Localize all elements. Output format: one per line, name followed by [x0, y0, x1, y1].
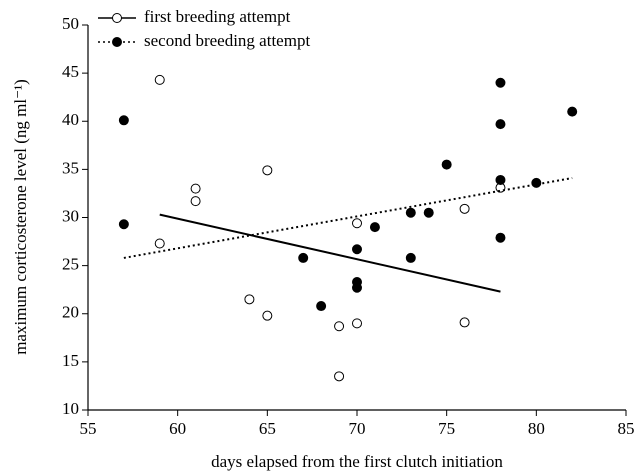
point: [118, 115, 129, 126]
point: [405, 252, 416, 263]
x-tick-label: 60: [169, 419, 186, 438]
point: [190, 183, 201, 194]
point: [495, 174, 506, 185]
point: [316, 301, 327, 312]
x-axis-label: days elapsed from the first clutch initi…: [211, 452, 503, 471]
y-tick-label: 40: [62, 110, 79, 129]
point: [531, 177, 542, 188]
trend-line: [159, 213, 501, 293]
point: [334, 371, 345, 382]
point: [244, 294, 255, 305]
point: [262, 310, 273, 321]
y-tick-label: 45: [62, 62, 79, 81]
y-tick-label: 15: [62, 351, 79, 370]
y-tick-label: 20: [62, 303, 79, 322]
legend-label: first breeding attempt: [144, 7, 291, 26]
y-tick-label: 25: [62, 255, 79, 274]
legend-marker: [112, 37, 122, 47]
y-tick-label: 50: [62, 14, 79, 33]
point: [459, 203, 470, 214]
x-tick-label: 65: [259, 419, 276, 438]
x-tick-label: 55: [80, 419, 97, 438]
x-tick-label: 70: [349, 419, 366, 438]
point: [154, 74, 165, 85]
legend-marker: [112, 13, 122, 23]
point: [190, 196, 201, 207]
point: [369, 222, 380, 233]
point: [423, 207, 434, 218]
point: [567, 106, 578, 117]
x-tick-label: 85: [618, 419, 635, 438]
point: [495, 232, 506, 243]
point: [352, 244, 362, 255]
y-tick-label: 30: [62, 206, 79, 225]
point: [495, 119, 506, 130]
y-tick-label: 35: [62, 158, 79, 177]
point: [298, 252, 309, 263]
point: [154, 238, 165, 249]
x-tick-label: 80: [528, 419, 545, 438]
point: [459, 317, 470, 328]
trend-line: [123, 177, 573, 259]
legend-label: second breeding attempt: [144, 31, 310, 50]
y-tick-label: 10: [62, 399, 79, 418]
point: [495, 77, 506, 88]
point: [118, 219, 129, 230]
point: [352, 282, 362, 293]
point: [441, 159, 452, 170]
point: [352, 218, 362, 229]
point: [405, 207, 416, 218]
point: [262, 165, 273, 176]
x-tick-label: 75: [438, 419, 455, 438]
y-axis-label: maximum corticosterone level (ng ml⁻¹): [11, 79, 30, 355]
point: [352, 318, 362, 329]
point: [334, 321, 345, 332]
